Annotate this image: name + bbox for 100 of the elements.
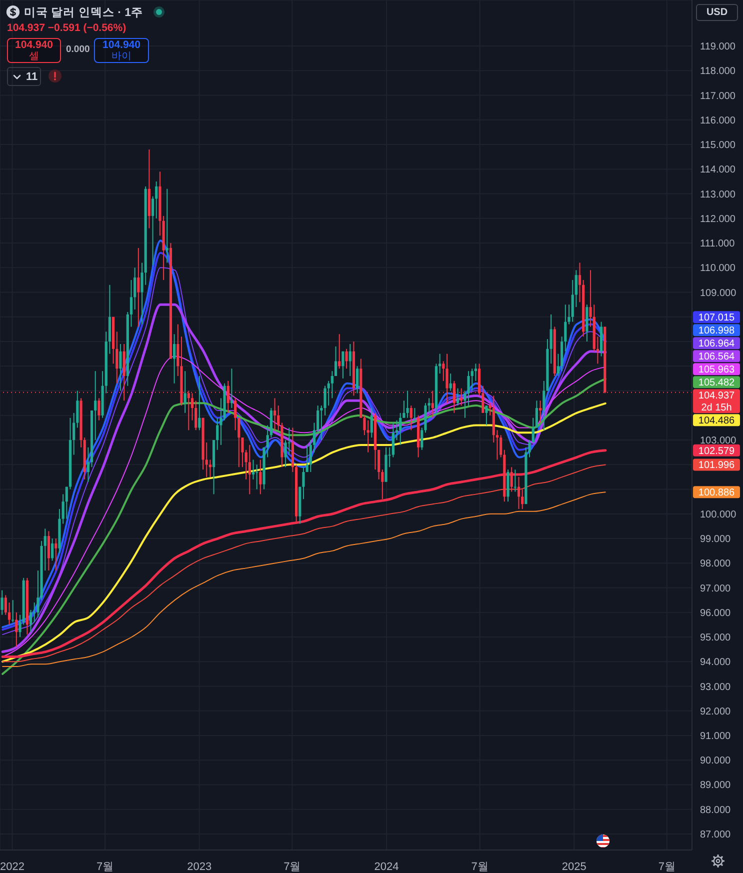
- y-tick-label: 114.000: [700, 164, 736, 176]
- candlestick: [288, 427, 290, 456]
- candlestick: [166, 188, 168, 264]
- candlestick: [116, 331, 118, 384]
- candlestick: [0, 590, 4, 616]
- candlestick: [248, 444, 251, 495]
- candlestick: [517, 476, 520, 510]
- annotation: 0.000: [66, 44, 90, 55]
- toggle-button: 11: [7, 67, 41, 86]
- y-tick-label: 90.000: [700, 756, 732, 767]
- candlestick: [532, 417, 534, 443]
- y-tick-label: 87.000: [700, 829, 732, 840]
- candlestick: [510, 466, 513, 492]
- candlestick: [356, 366, 359, 394]
- x-tick-label: 2024: [374, 861, 399, 873]
- text: 106.564: [698, 352, 736, 363]
- text: 106.964: [698, 338, 736, 350]
- y-tick-label: 113.000: [700, 189, 736, 200]
- candlestick: [485, 405, 488, 426]
- y-tick-label: 109.000: [700, 288, 737, 299]
- currency-button: USD: [696, 4, 738, 21]
- candlestick: [252, 459, 255, 480]
- candlestick: [216, 417, 219, 450]
- candlestick: [302, 466, 305, 500]
- buy-button: 104.940 바이: [94, 38, 149, 63]
- x-tick-label: 2023: [187, 861, 212, 873]
- candlestick: [338, 334, 341, 370]
- annotation: 11: [26, 70, 38, 82]
- text: 105.963: [698, 364, 736, 376]
- candlestick: [47, 530, 50, 572]
- candlestick: [334, 346, 338, 376]
- candlestick: [316, 405, 320, 434]
- candlestick: [173, 334, 176, 384]
- text: 106.998: [698, 326, 736, 337]
- y-tick-label: 111.000: [700, 238, 736, 250]
- candlestick: [330, 370, 334, 399]
- y-tick-label: 98.000: [700, 558, 732, 570]
- x-tick-label: 7월: [96, 861, 114, 873]
- candlestick: [94, 370, 97, 441]
- candlestick: [392, 422, 394, 458]
- candlestick: [134, 267, 136, 310]
- text: 105.482: [698, 378, 736, 389]
- candlestick: [29, 609, 32, 633]
- text: 104.937 −0.591 (−0.56%): [7, 22, 126, 34]
- y-tick-label: 103.000: [700, 436, 737, 447]
- candlestick: [446, 353, 448, 404]
- candlestick: [395, 420, 398, 441]
- candlestick: [370, 408, 373, 438]
- candlestick: [348, 343, 352, 376]
- candlestick: [119, 343, 122, 392]
- y-tick-label: 119.000: [700, 42, 736, 53]
- candlestick: [137, 247, 140, 328]
- candlestick: [230, 368, 234, 409]
- y-tick-label: 97.000: [700, 583, 732, 594]
- candlestick: [456, 388, 460, 406]
- x-tick-label: 7월: [284, 861, 301, 873]
- candlestick: [98, 398, 100, 421]
- candlestick: [51, 538, 54, 562]
- candlestick: [259, 459, 262, 495]
- annotation: 104.940: [102, 38, 140, 50]
- candlestick: [198, 376, 201, 431]
- candlestick: [256, 464, 258, 490]
- text: 102.579: [698, 446, 736, 457]
- candlestick: [378, 449, 380, 480]
- candlestick: [306, 444, 308, 473]
- y-tick-label: 117.000: [700, 90, 736, 102]
- y-tick-label: 112.000: [700, 214, 736, 225]
- candlestick: [399, 412, 402, 446]
- text: 107.015: [698, 312, 736, 324]
- y-tick-label: 99.000: [700, 534, 732, 546]
- candlestick: [528, 440, 531, 458]
- y-tick-label: 93.000: [700, 682, 732, 693]
- candlestick: [556, 353, 560, 376]
- candlestick: [538, 400, 542, 424]
- candlestick: [184, 370, 186, 414]
- y-tick-label: 94.000: [700, 657, 732, 668]
- y-tick-label: 91.000: [700, 731, 732, 742]
- candlestick: [226, 380, 230, 414]
- y-tick-label: 92.000: [700, 706, 732, 718]
- text: 미국 달러 인덱스 · 1주: [24, 6, 144, 20]
- y-tick-label: 118.000: [700, 66, 736, 78]
- text: 104.486: [698, 416, 736, 427]
- annotation: 바이: [112, 50, 132, 62]
- candlestick: [535, 400, 538, 428]
- y-tick-label: 95.000: [700, 632, 732, 644]
- y-tick-label: 96.000: [700, 608, 732, 619]
- candlestick: [438, 353, 442, 374]
- y-tick-label: 88.000: [700, 804, 732, 816]
- candlestick: [342, 350, 344, 379]
- x-tick-label: 7월: [658, 861, 676, 873]
- candlestick: [381, 469, 384, 500]
- text: 100.886: [698, 488, 736, 499]
- candlestick: [54, 538, 58, 572]
- x-tick-label: 2025: [562, 861, 586, 873]
- candlestick: [86, 446, 90, 482]
- line-series: [2, 492, 606, 668]
- x-tick-label: 2022: [0, 861, 25, 873]
- annotation: 셀: [29, 50, 39, 62]
- y-tick-label: 100.000: [700, 509, 737, 520]
- x-tick-label: 7월: [471, 861, 488, 873]
